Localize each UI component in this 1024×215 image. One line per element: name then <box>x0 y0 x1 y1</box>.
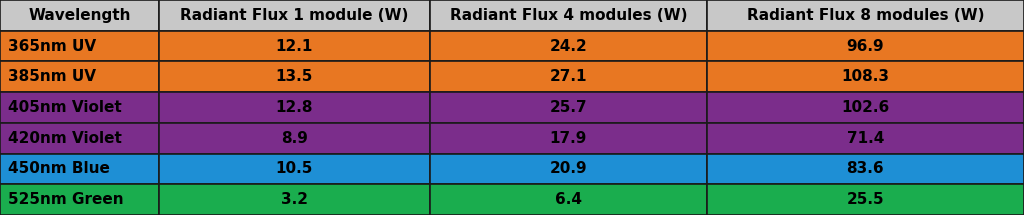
Text: 13.5: 13.5 <box>275 69 313 84</box>
Text: 27.1: 27.1 <box>550 69 587 84</box>
Text: 420nm Violet: 420nm Violet <box>8 131 122 146</box>
Text: 24.2: 24.2 <box>550 38 587 54</box>
Bar <box>707 92 1024 123</box>
Bar <box>0 0 159 31</box>
Text: Wavelength: Wavelength <box>28 8 131 23</box>
Text: 25.5: 25.5 <box>847 192 884 207</box>
Bar <box>159 123 430 154</box>
Text: Radiant Flux 1 module (W): Radiant Flux 1 module (W) <box>180 8 409 23</box>
Bar <box>159 184 430 215</box>
Text: 20.9: 20.9 <box>550 161 587 177</box>
Bar <box>159 61 430 92</box>
Bar <box>0 31 159 61</box>
Text: 365nm UV: 365nm UV <box>8 38 96 54</box>
Text: 405nm Violet: 405nm Violet <box>8 100 122 115</box>
Text: 8.9: 8.9 <box>281 131 308 146</box>
Bar <box>430 154 707 184</box>
Bar <box>707 0 1024 31</box>
Text: Radiant Flux 4 modules (W): Radiant Flux 4 modules (W) <box>450 8 687 23</box>
Bar <box>430 0 707 31</box>
Text: 450nm Blue: 450nm Blue <box>8 161 110 177</box>
Text: 12.1: 12.1 <box>275 38 313 54</box>
Bar <box>707 184 1024 215</box>
Bar <box>159 92 430 123</box>
Bar <box>707 154 1024 184</box>
Text: 6.4: 6.4 <box>555 192 582 207</box>
Text: Radiant Flux 8 modules (W): Radiant Flux 8 modules (W) <box>746 8 984 23</box>
Text: 3.2: 3.2 <box>281 192 308 207</box>
Text: 71.4: 71.4 <box>847 131 884 146</box>
Bar <box>159 31 430 61</box>
Text: 525nm Green: 525nm Green <box>8 192 124 207</box>
Text: 385nm UV: 385nm UV <box>8 69 96 84</box>
Bar <box>430 31 707 61</box>
Bar <box>707 123 1024 154</box>
Bar <box>430 184 707 215</box>
Text: 83.6: 83.6 <box>847 161 884 177</box>
Bar <box>430 92 707 123</box>
Text: 102.6: 102.6 <box>841 100 890 115</box>
Bar <box>0 92 159 123</box>
Bar <box>707 31 1024 61</box>
Bar <box>430 123 707 154</box>
Bar <box>0 154 159 184</box>
Text: 96.9: 96.9 <box>847 38 884 54</box>
Bar <box>0 123 159 154</box>
Bar <box>430 61 707 92</box>
Text: 25.7: 25.7 <box>550 100 587 115</box>
Bar <box>159 154 430 184</box>
Bar <box>159 0 430 31</box>
Bar <box>0 61 159 92</box>
Bar <box>0 184 159 215</box>
Text: 108.3: 108.3 <box>842 69 889 84</box>
Text: 12.8: 12.8 <box>275 100 313 115</box>
Text: 10.5: 10.5 <box>275 161 313 177</box>
Bar <box>707 61 1024 92</box>
Text: 17.9: 17.9 <box>550 131 587 146</box>
